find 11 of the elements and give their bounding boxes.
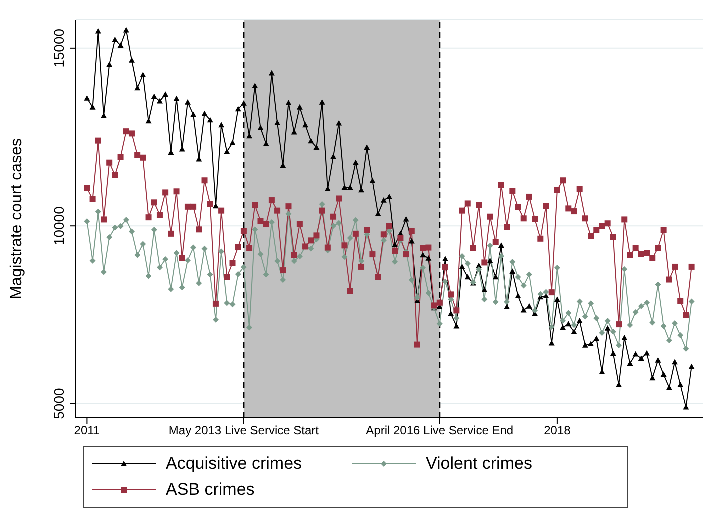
legend-label: Violent crimes [426,454,532,474]
x-tick-label: 2011 [74,424,100,438]
y-tick-label: 15000 [51,28,67,68]
y-tick-label: 5000 [51,388,67,420]
x-tick-label: 2018 [544,424,572,438]
legend-label: Acquisitive crimes [166,454,302,474]
y-axis-title: Magistrate court cases [8,138,26,300]
y-tick-label: 10000 [51,206,67,246]
x-tick-label: April 2016 Live Service End [366,424,514,438]
legend-label: ASB crimes [166,480,255,500]
x-tick-label: May 2013 Live Service Start [168,424,320,438]
